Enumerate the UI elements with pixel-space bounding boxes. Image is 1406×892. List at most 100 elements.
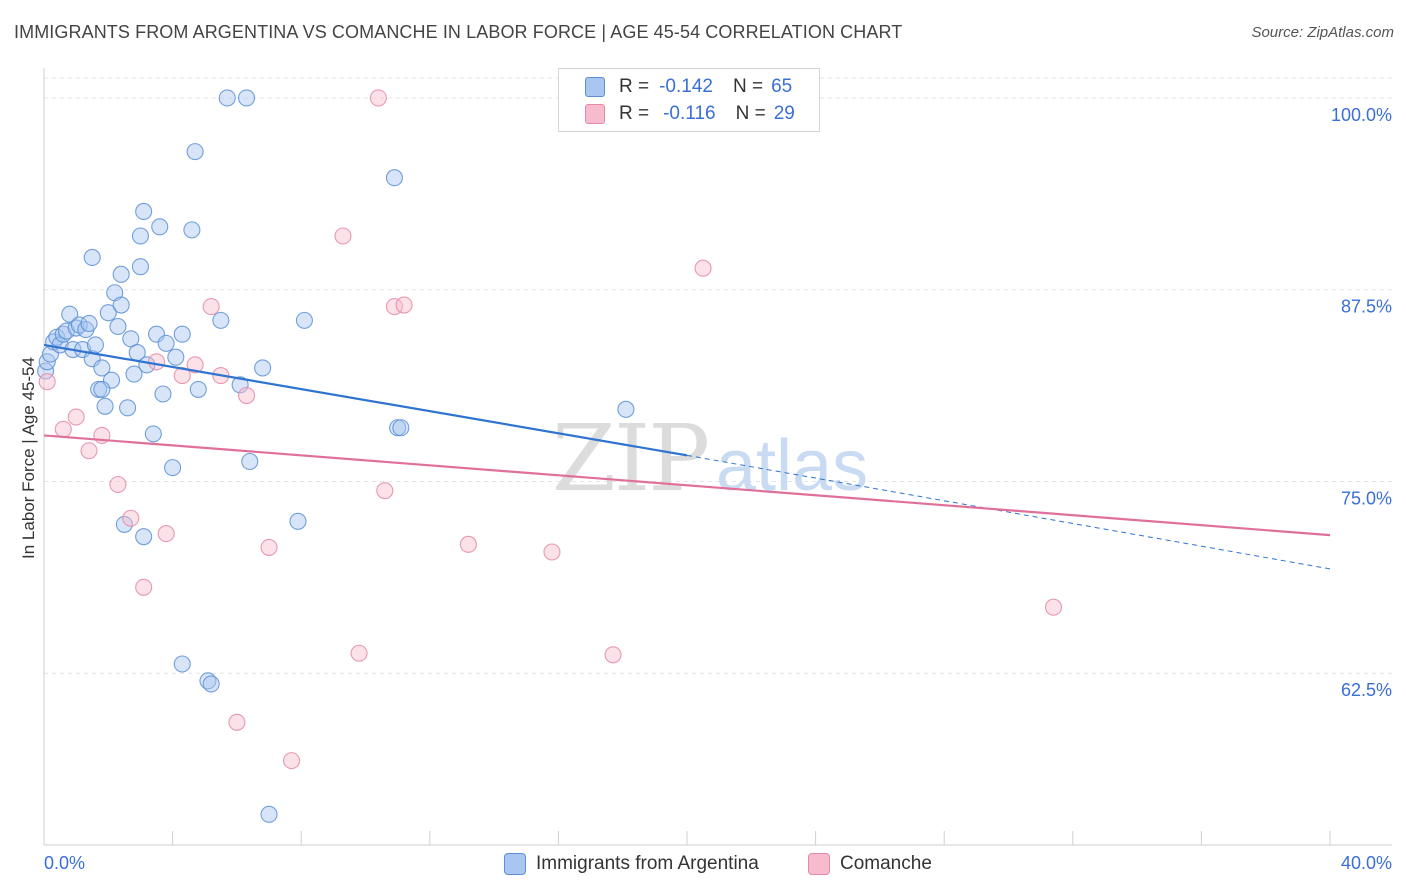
argentina-point xyxy=(186,143,204,161)
argentina-point xyxy=(385,169,403,187)
comanche-point xyxy=(202,298,220,316)
trend-lines xyxy=(43,343,1331,570)
argentina-point xyxy=(125,365,143,383)
comanche-point xyxy=(604,646,622,664)
legend-n-value: 29 xyxy=(773,103,795,124)
x-tick-label: 0.0% xyxy=(44,853,85,873)
argentina-point xyxy=(189,380,207,398)
argentina-point xyxy=(183,221,201,239)
argentina-point xyxy=(392,419,410,437)
argentina-trend-line xyxy=(43,343,688,457)
scatter-points xyxy=(37,89,1063,823)
comanche-point xyxy=(157,525,175,543)
legend-swatch-comanche xyxy=(585,104,605,124)
comanche-point xyxy=(260,538,278,556)
argentina-point xyxy=(164,459,182,477)
legend-r-value: -0.116 xyxy=(663,103,716,124)
comanche-point xyxy=(543,543,561,561)
argentina-point xyxy=(119,399,137,417)
x-tick-label: 40.0% xyxy=(1341,853,1392,873)
y-axis-label: In Labor Force | Age 45-54 xyxy=(19,357,38,559)
comanche-point xyxy=(283,752,301,770)
argentina-point xyxy=(157,334,175,352)
source-label: Source: ZipAtlas.com xyxy=(1251,24,1394,41)
comanche-point xyxy=(38,373,56,391)
comanche-point xyxy=(459,535,477,553)
argentina-point xyxy=(61,305,79,323)
gridlines xyxy=(44,77,1392,674)
argentina-point xyxy=(212,311,230,329)
comanche-point xyxy=(376,482,394,500)
bottom-legend-label-comanche: Comanche xyxy=(840,853,932,874)
y-tick-label: 100.0% xyxy=(1331,105,1392,125)
argentina-point xyxy=(96,397,114,415)
watermark-zip: ZIP xyxy=(552,405,708,512)
argentina-point xyxy=(254,359,272,377)
comanche-point xyxy=(395,296,413,314)
comanche-point xyxy=(237,386,256,405)
argentina-trend-extension xyxy=(686,454,1331,570)
argentina-point xyxy=(86,336,104,354)
comanche-trend-line xyxy=(43,434,1331,537)
comanche-point xyxy=(54,420,72,438)
bottom-legend-label-argentina: Immigrants from Argentina xyxy=(536,853,759,874)
bottom-legend-swatch-argentina xyxy=(504,853,526,875)
bottom-legend-comanche[interactable]: Comanche xyxy=(808,851,932,877)
argentina-point xyxy=(99,304,117,322)
y-tick-label: 62.5% xyxy=(1341,680,1392,700)
argentina-point xyxy=(167,348,185,366)
bottom-legend-swatch-comanche xyxy=(808,853,830,875)
legend-r-value: -0.142 xyxy=(659,76,713,97)
y-tick-label: 75.0% xyxy=(1341,488,1392,508)
argentina-point xyxy=(83,248,101,267)
comanche-point xyxy=(186,356,204,374)
argentina-point xyxy=(154,385,172,403)
argentina-point xyxy=(131,258,149,276)
comanche-point xyxy=(350,644,368,662)
argentina-point xyxy=(260,805,278,823)
argentina-point xyxy=(173,655,191,673)
argentina-point xyxy=(295,311,313,329)
comanche-point xyxy=(228,713,246,731)
argentina-point xyxy=(199,672,217,690)
argentina-point xyxy=(289,512,307,530)
argentina-point xyxy=(122,330,140,348)
chart-title: IMMIGRANTS FROM ARGENTINA VS COMANCHE IN… xyxy=(14,22,903,42)
correlation-legend: R = -0.142 N = 65 R = -0.116 N = 29 xyxy=(558,68,820,132)
comanche-point xyxy=(147,353,166,371)
comanche-point xyxy=(80,442,98,460)
comanche-point xyxy=(369,89,387,107)
y-tick-label: 87.5% xyxy=(1341,297,1392,317)
argentina-point xyxy=(115,515,133,533)
argentina-point xyxy=(241,452,259,471)
tick-labels: 62.5% 75.0% 87.5% 100.0% 0.0% 40.0% xyxy=(44,105,1392,873)
argentina-point xyxy=(131,227,149,245)
argentina-point xyxy=(109,317,127,336)
comanche-point xyxy=(67,408,85,426)
legend-n-label: N = xyxy=(732,76,764,97)
legend-n-label: N = xyxy=(735,103,766,124)
bottom-legend-argentina[interactable]: Immigrants from Argentina xyxy=(504,851,759,877)
legend-n-value: 65 xyxy=(771,76,793,97)
axes xyxy=(43,68,1392,846)
comanche-point xyxy=(1044,598,1063,616)
legend-r-label: R = xyxy=(619,76,650,97)
argentina-point xyxy=(617,400,635,418)
legend-row-comanche: R = -0.116 N = 29 xyxy=(585,102,795,126)
comanche-point xyxy=(109,475,127,494)
argentina-point xyxy=(93,359,111,377)
comanche-point xyxy=(135,578,153,596)
argentina-point xyxy=(218,89,236,107)
argentina-point xyxy=(151,218,169,236)
argentina-point xyxy=(93,380,111,398)
argentina-point xyxy=(135,528,153,546)
argentina-point xyxy=(80,314,98,332)
argentina-point xyxy=(202,675,220,693)
comanche-point xyxy=(334,227,352,245)
argentina-point xyxy=(173,325,191,343)
legend-r-label: R = xyxy=(619,103,650,124)
legend-row-argentina: R = -0.142 N = 65 xyxy=(585,75,792,99)
legend-swatch-argentina xyxy=(585,77,605,97)
argentina-point xyxy=(237,89,256,107)
